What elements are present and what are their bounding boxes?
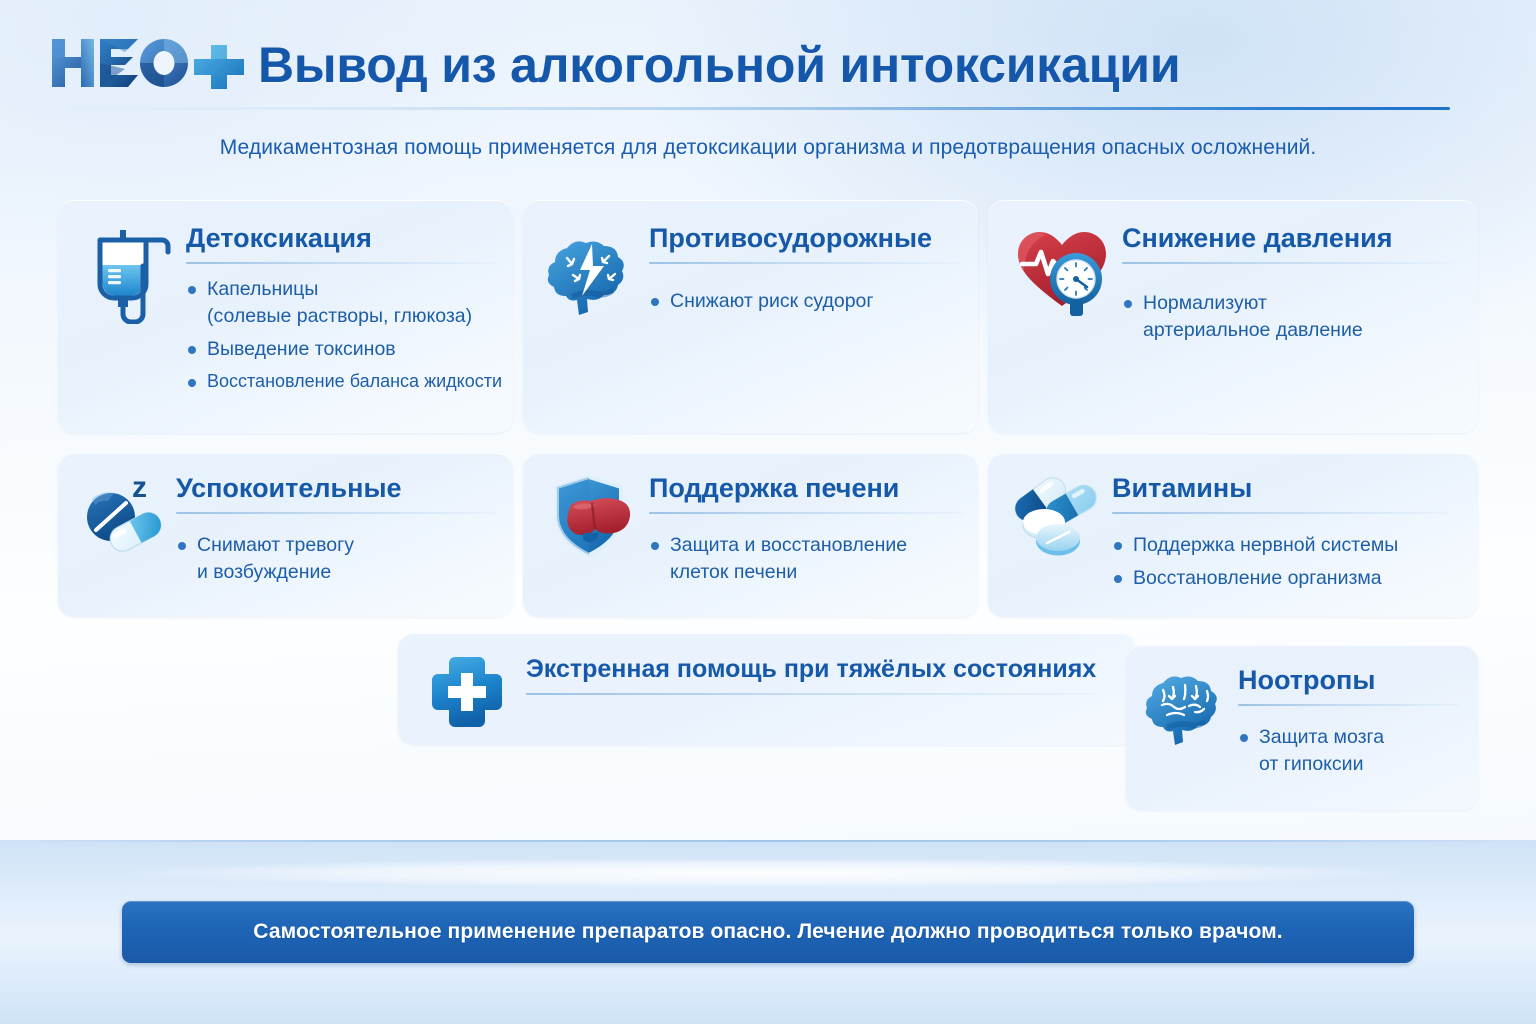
card-bullets: Поддержка нервной системы Восстановление… (1112, 532, 1398, 598)
card-nootropics[interactable]: Ноотропы Защита мозга от гипоксии (1126, 645, 1478, 810)
card-liver-support[interactable]: Поддержка печени Защита и восстановление… (523, 453, 978, 617)
card-sedatives[interactable]: z Успокоительные Снимают тревогу и возбу… (58, 453, 513, 617)
title-rule (1238, 704, 1460, 706)
list-item-sub: артериальное давление (1143, 318, 1363, 341)
card-bullets: Нормализуют артериальное давление (1122, 290, 1363, 350)
warning-text: Самостоятельное применение препаратов оп… (253, 920, 1283, 943)
card-title: Витамины (1112, 473, 1253, 503)
card-vitamins[interactable]: Витамины Поддержка нервной системы Восст… (988, 453, 1478, 617)
card-anticonvulsants[interactable]: Противосудорожные Снижают риск судорог (523, 200, 978, 433)
card-bullets: Защита мозга от гипоксии (1238, 724, 1384, 784)
iv-drip-icon (80, 220, 184, 324)
neo-plus-logo (48, 33, 248, 93)
medical-cross-icon (430, 655, 504, 727)
brain-icon (1140, 659, 1234, 753)
list-item-sub: и возбуждение (197, 560, 332, 583)
title-rule (649, 512, 963, 514)
list-item: Защита мозга от гипоксии (1238, 724, 1384, 778)
title-rule (526, 693, 1098, 695)
card-title: Ноотропы (1238, 665, 1376, 695)
list-item: Восстановление баланса жидкости (186, 369, 502, 394)
card-bullets: Снимают тревогу и возбуждение (176, 532, 354, 592)
header: Вывод из алкогольной интоксикации Медика… (0, 0, 1536, 159)
card-title: Успокоительные (176, 473, 402, 503)
list-item-sub: (солевые растворы, глюкоза) (207, 304, 473, 327)
list-item: Защита и восстановление клеток печени (649, 532, 907, 586)
card-bullets: Капельницы (солевые растворы, глюкоза) В… (186, 276, 502, 400)
list-item: Снимают тревогу и возбуждение (176, 532, 354, 586)
card-bullets: Защита и восстановление клеток печени (649, 532, 907, 592)
title-rule (176, 512, 498, 514)
card-title: Поддержка печени (649, 473, 900, 503)
list-item: Поддержка нервной системы (1112, 532, 1398, 559)
page-title: Вывод из алкогольной интоксикации (258, 37, 1181, 93)
pills-icon (1002, 465, 1106, 569)
title-rule (186, 262, 498, 264)
card-detoxification[interactable]: Детоксикация Капельницы (солевые раствор… (58, 200, 513, 433)
footer-hairline (0, 840, 1536, 842)
card-title: Детоксикация (186, 223, 372, 253)
list-item: Нормализуют артериальное давление (1122, 290, 1363, 344)
shield-liver-icon (543, 467, 643, 567)
title-rule (1112, 512, 1450, 514)
card-emergency-help[interactable]: Экстренная помощь при тяжёлых состояниях (398, 633, 1136, 745)
title-rule (1122, 262, 1452, 264)
list-item: Капельницы (солевые растворы, глюкоза) (186, 276, 502, 330)
page-subtitle: Медикаментозная помощь применяется для д… (219, 136, 1317, 159)
svg-text:z: z (132, 471, 147, 504)
brain-lightning-icon (541, 222, 641, 322)
title-rule (649, 262, 963, 264)
card-title: Снижение давления (1122, 223, 1393, 253)
card-bullets: Снижают риск судорог (649, 288, 874, 321)
list-item: Восстановление организма (1112, 565, 1398, 592)
warning-banner: Самостоятельное применение препаратов оп… (122, 901, 1414, 963)
heart-gauge-icon (1010, 220, 1114, 324)
list-item: Выведение токсинов (186, 336, 502, 363)
header-divider (0, 107, 1450, 110)
sleeping-pill-icon: z (76, 465, 176, 565)
card-blood-pressure[interactable]: Снижение давления Нормализуют артериальн… (988, 200, 1478, 433)
card-title: Противосудорожные (649, 223, 933, 253)
list-item: Снижают риск судорог (649, 288, 874, 315)
list-item-sub: клеток печени (670, 560, 798, 583)
emergency-help-text: Экстренная помощь при тяжёлых состояниях (526, 655, 1097, 683)
list-item-sub: от гипоксии (1259, 752, 1364, 775)
footer-glow (130, 858, 1400, 888)
